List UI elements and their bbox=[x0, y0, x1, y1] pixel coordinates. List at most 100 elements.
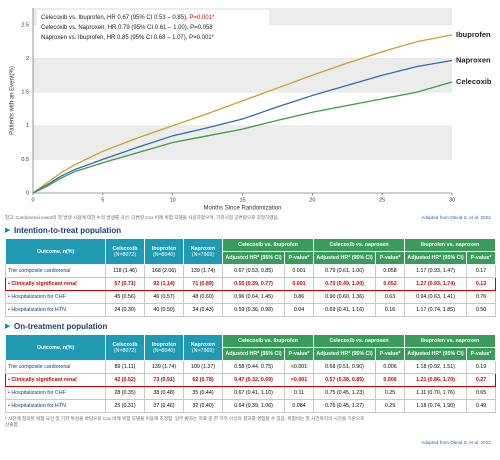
table-cell: 0.16 bbox=[375, 303, 406, 317]
table-cell: 0.90 (0.60, 1.36) bbox=[313, 290, 377, 304]
header-cell: Celecoxib vs. naproxen bbox=[313, 238, 406, 252]
table-cell: 139 (1.74) bbox=[183, 264, 223, 278]
table-cell: • Clinically significant renal bbox=[5, 277, 106, 291]
table-cell: 89 (1.11) bbox=[105, 360, 145, 374]
group-n: (N=8040) bbox=[152, 347, 176, 354]
table-cell: • Hospitalization for CHF bbox=[5, 386, 106, 400]
table-row: The composite cardiorenal 89 (1.11) 139 (1… bbox=[5, 360, 497, 374]
x-tick-label: 10 bbox=[170, 197, 176, 203]
header-cell: Celecoxib (N=8072) bbox=[105, 238, 145, 265]
table-cell: 0.76 bbox=[466, 290, 497, 304]
header-cell: Outcome, n(%) bbox=[5, 334, 106, 361]
table: Outcome, n(%) Celecoxib (N=8072) Ibuprofen(… bbox=[5, 238, 497, 317]
marker: ▶ bbox=[5, 323, 11, 330]
x-tick-label: 25 bbox=[379, 197, 385, 203]
group-n: (N=8040) bbox=[152, 251, 176, 258]
annotation-text: Naproxen vs. Ibuprofen, HR 0.85 (95% CI … bbox=[41, 35, 189, 41]
table-cell: 0.11 bbox=[283, 386, 315, 400]
table-cell: 0.001 bbox=[283, 277, 315, 291]
header-cell: Celecoxib vs. ibuprofen bbox=[221, 334, 315, 348]
header-cell: Ibuprofen vs. naproxen bbox=[404, 238, 497, 252]
source: Adapted from Obeid S, et al. 2022. bbox=[421, 215, 492, 220]
series-line bbox=[32, 81, 453, 194]
header-cell: Adjusted HR* (95% CI) bbox=[222, 251, 285, 265]
footnote: * 사전에 정의된 위험 요인 및 기저 특성을 바탕으로 Cox 비례 위험 … bbox=[5, 416, 365, 427]
table-wrap: Outcome, n(%) Celecoxib (N=8072) Ibuprofen(… bbox=[5, 238, 497, 317]
table-cell: 0.57 (0.38, 0.85) bbox=[313, 373, 377, 387]
table-cell: 0.69 (0.41, 1.16) bbox=[313, 303, 377, 317]
table-cell: 0.67 (0.41, 1.10) bbox=[222, 386, 285, 400]
y-tick-label: 2 bbox=[26, 56, 29, 62]
table-row: • Hospitalization for HTN 25 (0.31) 37 (0.… bbox=[5, 399, 497, 413]
table-cell: 35 (0.44) bbox=[183, 386, 223, 400]
table-cell: 1.11 (0.70, 1.76) bbox=[404, 386, 468, 400]
y-axis-label: Patients with an Event(%) bbox=[10, 66, 16, 135]
table-cell: • Hospitalization for HTN bbox=[5, 303, 106, 317]
table-cell: 0.052 bbox=[375, 277, 406, 291]
table-row: • Hospitalization for CHF 28 (0.35) 38 (0.… bbox=[5, 386, 497, 400]
marker: ▶ bbox=[5, 227, 11, 234]
table-row: • Clinically significant renal 57 (0.71) 9… bbox=[5, 277, 497, 291]
annotation: Naproxen vs. Ibuprofen, HR 0.85 (95% CI … bbox=[41, 35, 215, 41]
annotation-p: P=0.001* bbox=[189, 15, 215, 21]
table-cell: 46 (0.57) bbox=[144, 290, 184, 304]
table-cell: 62 (0.78) bbox=[183, 373, 223, 387]
table-cell: 0.94 (0.63, 1.41) bbox=[404, 290, 468, 304]
table-cell: 0.76 (0.45, 1.27) bbox=[313, 399, 377, 413]
table-row: • Hospitalization for HTN 24 (0.30) 40 (0.… bbox=[5, 303, 497, 317]
annotation: Celecoxib vs. Naproxen, HR 0.79 (95% CI … bbox=[41, 25, 213, 31]
header-row: Adjusted HR* (95% CI) P-value* Adjusted HR… bbox=[6, 347, 497, 361]
table-cell: 1.18 (0.74, 1.90) bbox=[404, 399, 468, 413]
chart-note: 참고: Cardiorenal event의 첫 발생 시점에 대한 누적 발생… bbox=[5, 215, 280, 220]
table-cell: 0.86 bbox=[283, 290, 315, 304]
table-cell: 0.084 bbox=[283, 399, 315, 413]
table-cell: 57 (0.71) bbox=[105, 277, 145, 291]
header-cell: P-value* bbox=[283, 251, 315, 265]
table-cell: 0.64 (0.39, 1.06) bbox=[222, 399, 285, 413]
legend-label: Naproxen bbox=[456, 55, 491, 64]
table-cell: 0.04 bbox=[283, 303, 315, 317]
y-tick-label: 2.5 bbox=[21, 22, 29, 28]
header-cell: Adjusted HR* (95% CI) bbox=[313, 347, 377, 361]
table-cell: 71 (0.89) bbox=[183, 277, 223, 291]
header-cell: Celecoxib (N=8072) bbox=[105, 334, 145, 361]
table-cell: 1.27 (0.93, 1.74) bbox=[404, 277, 468, 291]
table-cell: 48 (0.60) bbox=[183, 290, 223, 304]
table-cell: 0.50 bbox=[466, 303, 497, 317]
table-cell: 0.006 bbox=[375, 360, 406, 374]
table-cell: 0.49 bbox=[466, 399, 497, 413]
table-cell: 0.55 (0.39, 0.77) bbox=[222, 277, 285, 291]
table-cell: 0.25 bbox=[375, 386, 406, 400]
x-tick-label: 30 bbox=[449, 197, 455, 203]
table-cell: 0.65 bbox=[466, 386, 497, 400]
table-cell: • Hospitalization for CHF bbox=[5, 290, 106, 304]
header-cell: Ibuprofen (N=8040) bbox=[144, 238, 184, 265]
table-cell: 0.96 (0.64, 1.45) bbox=[222, 290, 285, 304]
group-n: (N=8072) bbox=[113, 347, 137, 354]
x-tick-label: 5 bbox=[101, 197, 104, 203]
group-name: Celecoxib bbox=[112, 245, 138, 252]
table-cell: 0.13 bbox=[466, 277, 497, 291]
table-cell: 0.59 (0.36, 0.98) bbox=[222, 303, 285, 317]
table-cell: 0.19 bbox=[466, 360, 497, 374]
table-cell: • Hospitalization for HTN bbox=[5, 399, 106, 413]
header-row: Outcome, n(%) Celecoxib (N=8072) Ibuprofen(… bbox=[5, 334, 497, 361]
table-cell: 0.75 (0.45, 1.23) bbox=[313, 386, 377, 400]
table-cell: <0.001 bbox=[283, 360, 315, 374]
header-cell: Naproxen (N=7969) bbox=[183, 238, 223, 265]
group-n: (N=8072) bbox=[113, 251, 137, 258]
table-cell: 45 (0.56) bbox=[105, 290, 145, 304]
grid-band bbox=[33, 125, 452, 160]
x-tick-label: 15 bbox=[239, 197, 245, 203]
table-cell: 92 (1.14) bbox=[144, 277, 184, 291]
header-row: Outcome, n(%) Celecoxib (N=8072) Ibuprofen(… bbox=[5, 238, 497, 265]
table-cell: 28 (0.35) bbox=[105, 386, 145, 400]
table-cell: 0.29 bbox=[375, 399, 406, 413]
table-cell: 0.79 (0.61, 1.00) bbox=[313, 264, 377, 278]
table-cell: 1.21 (0.86, 1.70) bbox=[404, 373, 468, 387]
header-cell: Adjusted HR* (95% CI) bbox=[404, 251, 468, 265]
header-cell: Adjusted HR* (95% CI) bbox=[313, 251, 377, 265]
x-tick-label: 0 bbox=[31, 197, 34, 203]
legend-label: Celecoxib bbox=[456, 77, 492, 86]
